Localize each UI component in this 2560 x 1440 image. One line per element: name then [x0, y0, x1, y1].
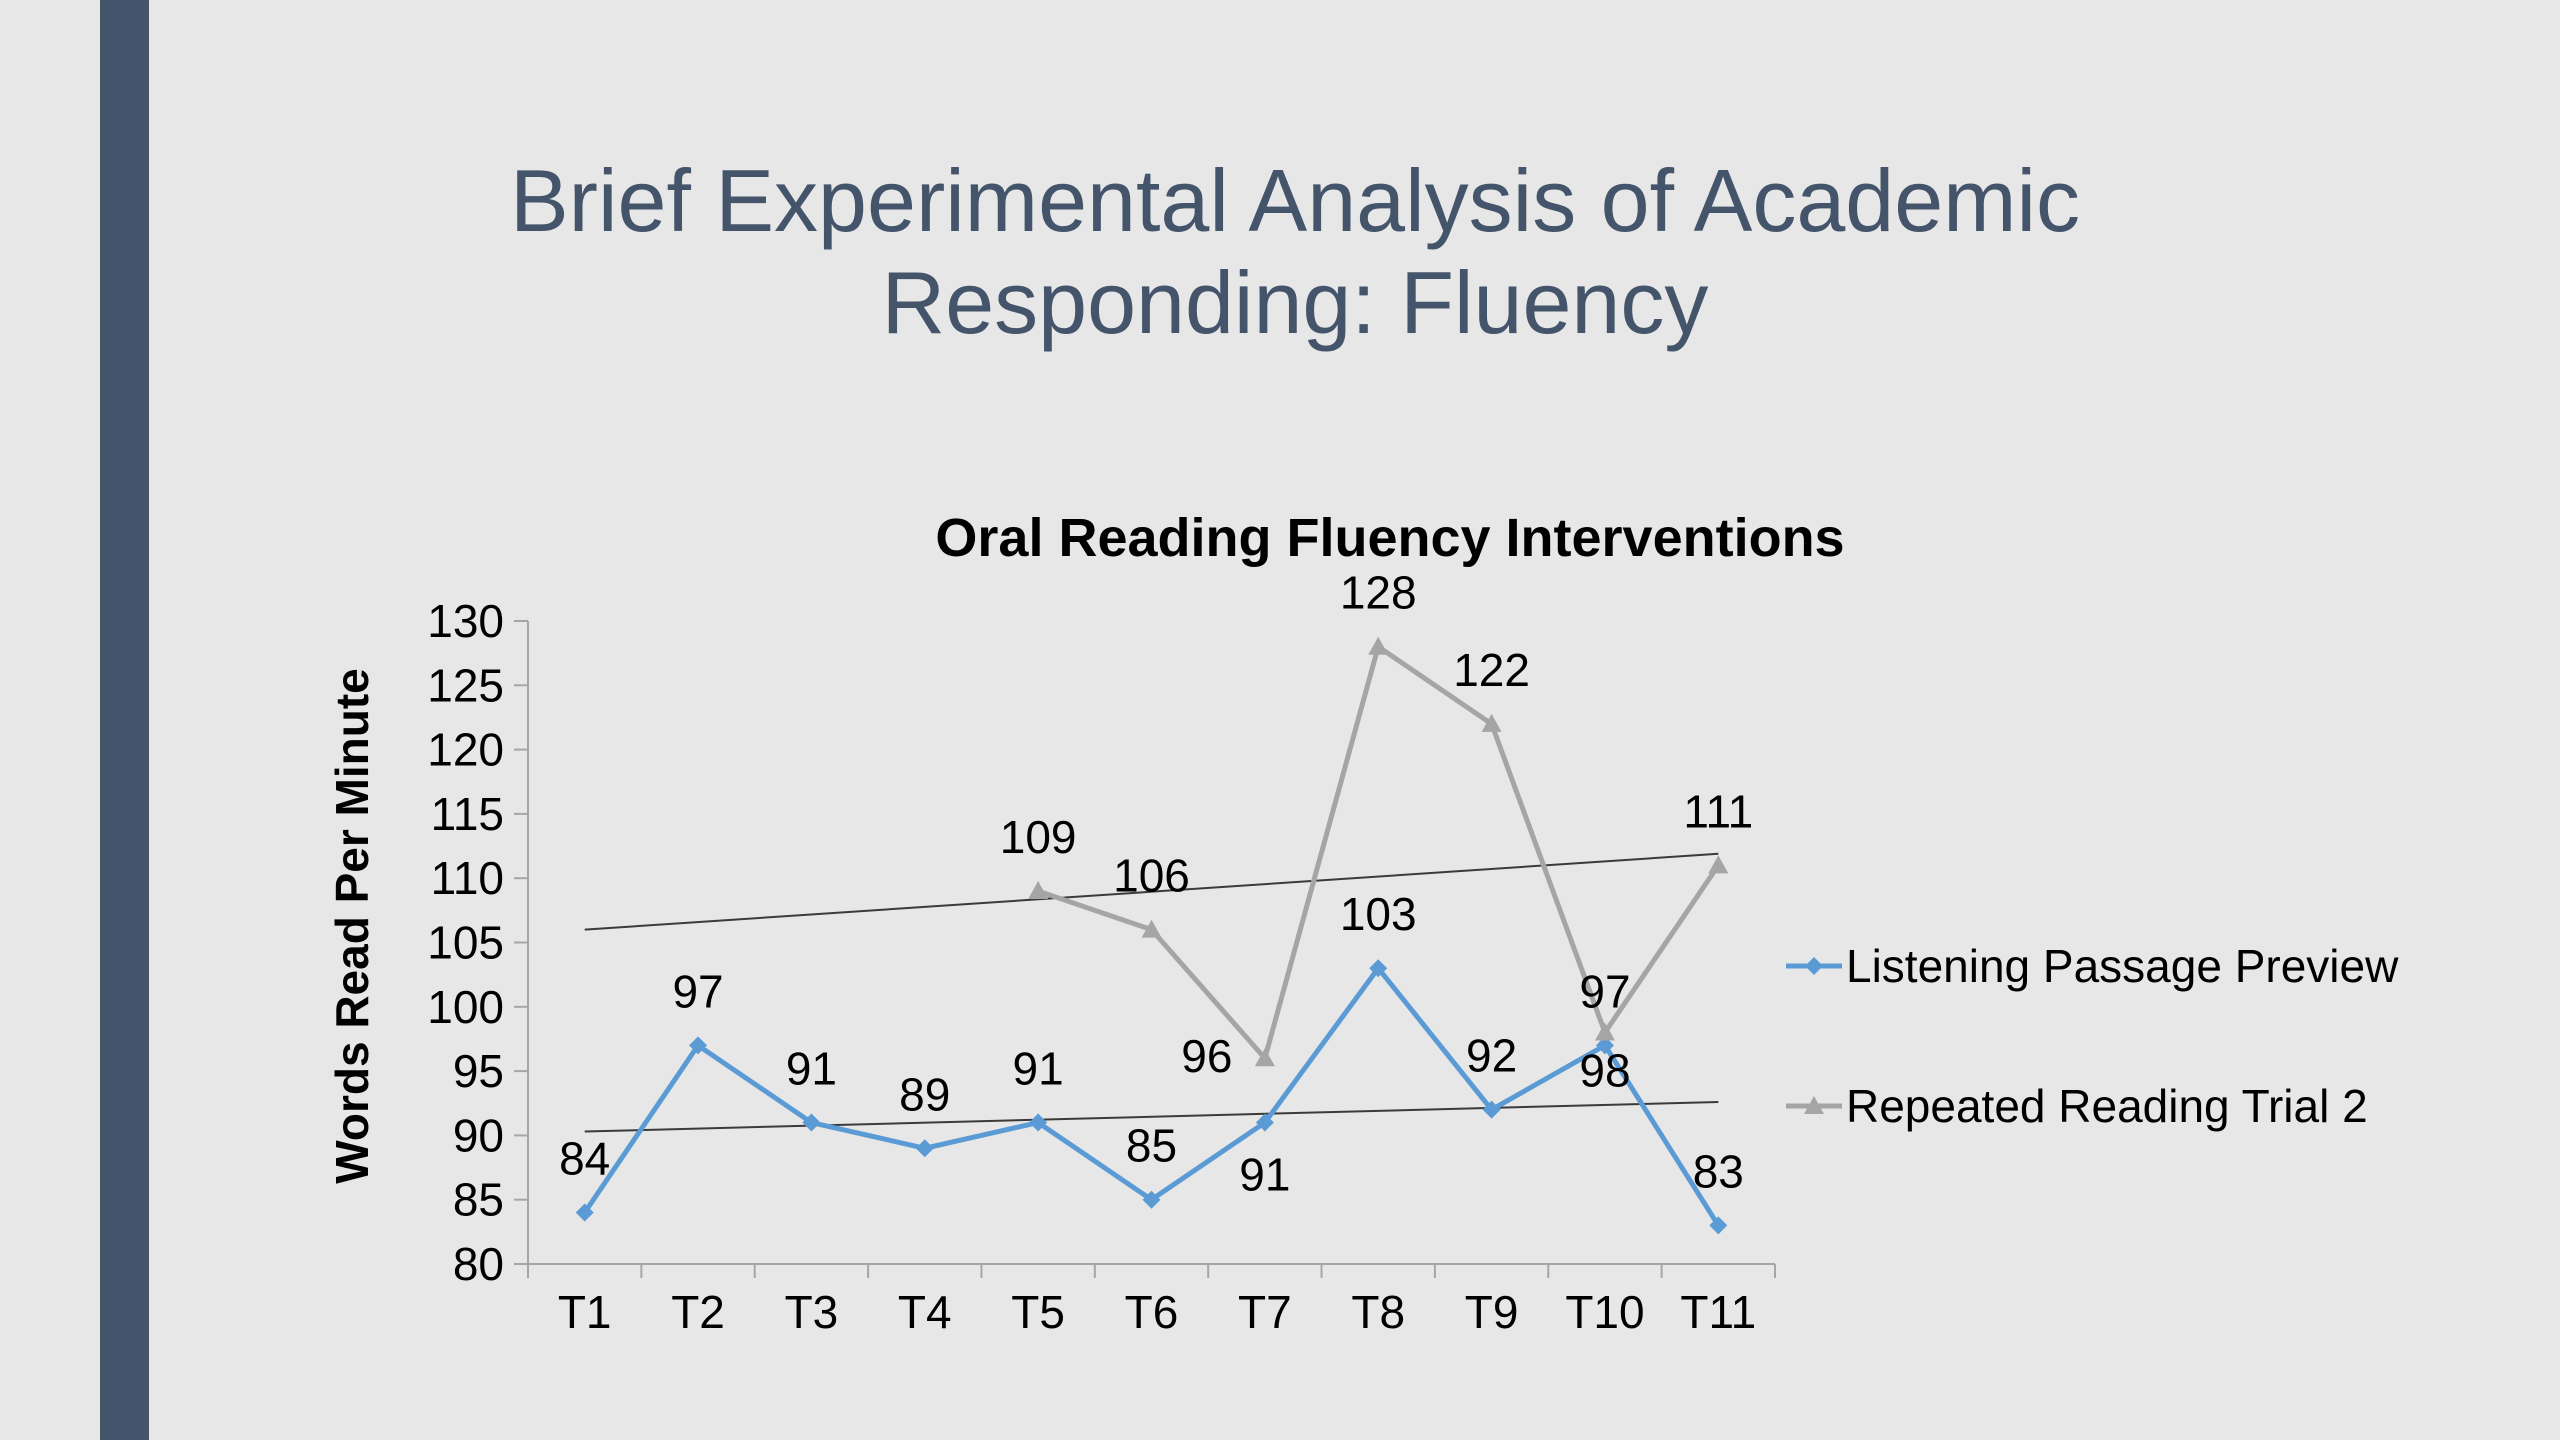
legend-marker: [1805, 957, 1823, 975]
trendline: [584, 852, 1719, 931]
data-label: 128: [1340, 567, 1417, 619]
y-tick-label: 130: [427, 595, 504, 647]
axes: 80 85 90 95 100 105 110 115 120 125 130 T1 T2 T3 T4 T5 T…: [427, 595, 1776, 1338]
trendlines: [584, 852, 1719, 1133]
x-tick-label: T1: [558, 1286, 612, 1338]
x-tick-label: T6: [1125, 1286, 1179, 1338]
y-tick-label: 95: [453, 1045, 504, 1097]
data-label: 97: [1579, 965, 1630, 1017]
data-point: [689, 1036, 708, 1055]
chart-title: Oral Reading Fluency Interventions: [935, 508, 1844, 568]
data-label: 83: [1693, 1145, 1744, 1197]
accent-bar: [100, 0, 149, 1440]
data-point: [1368, 636, 1389, 655]
data-label: 122: [1453, 644, 1530, 696]
data-point: [1595, 1036, 1614, 1055]
x-tick-label: T11: [1680, 1286, 1756, 1338]
legend-label: Listening Passage Preview: [1846, 940, 2399, 992]
data-label: 106: [1113, 850, 1190, 902]
slide-title-line-1: Brief Experimental Analysis of Academic: [509, 151, 2081, 250]
y-tick-label: 85: [453, 1174, 504, 1226]
data-labels: 84 97 91 89 91 85 91 103 92 97 83 109 106 96 128 122 98 1…: [559, 567, 1753, 1201]
slide-title-line-2: Responding: Fluency: [881, 253, 1709, 352]
legend-label: Repeated Reading Trial 2: [1846, 1080, 2368, 1132]
data-point: [1141, 919, 1162, 938]
data-label: 91: [1013, 1043, 1064, 1095]
data-point: [915, 1139, 934, 1158]
data-point: [1028, 881, 1049, 900]
y-tick-label: 90: [453, 1109, 504, 1161]
x-tick-label: T5: [1011, 1286, 1065, 1338]
x-tick-label: T8: [1351, 1286, 1405, 1338]
data-label: 89: [899, 1068, 950, 1120]
data-point: [1142, 1190, 1161, 1209]
series-line: [582, 965, 1721, 1227]
data-point: [1594, 1022, 1615, 1041]
data-point: [1369, 959, 1388, 978]
data-label: 97: [672, 965, 723, 1017]
legend-marker: [1804, 1096, 1824, 1114]
data-label: 92: [1466, 1030, 1517, 1082]
data-point: [1481, 713, 1502, 732]
y-tick-label: 125: [427, 659, 504, 711]
data-markers: [575, 636, 1729, 1235]
data-point: [575, 1203, 594, 1222]
data-label: 84: [559, 1133, 610, 1185]
data-point: [1254, 1048, 1275, 1067]
x-tick-label: T2: [671, 1286, 725, 1338]
slide-title: Brief Experimental Analysis of Academic …: [300, 150, 2290, 354]
y-tick-label: 100: [427, 981, 504, 1033]
x-tick-label: T9: [1465, 1286, 1519, 1338]
y-tick-label: 105: [427, 917, 504, 969]
data-label: 91: [786, 1043, 837, 1095]
x-tick-label: T4: [898, 1286, 952, 1338]
y-tick-label: 115: [431, 788, 504, 840]
data-label: 109: [1000, 811, 1077, 863]
data-label: 111: [1683, 785, 1753, 837]
data-point: [1709, 1216, 1728, 1235]
data-point: [1255, 1113, 1274, 1132]
data-label: 91: [1239, 1149, 1290, 1201]
trendline: [584, 1100, 1719, 1133]
data-point: [1708, 855, 1729, 874]
y-axis-title: Words Read Per Minute: [326, 668, 378, 1183]
data-label: 85: [1126, 1120, 1177, 1172]
data-point: [1482, 1100, 1501, 1119]
data-label: 98: [1579, 1045, 1630, 1097]
data-point: [1029, 1113, 1048, 1132]
legend: Listening Passage Preview Repeated Readin…: [1786, 940, 2399, 1132]
y-tick-label: 80: [453, 1238, 504, 1290]
data-label: 103: [1340, 888, 1417, 940]
data-label: 96: [1181, 1030, 1232, 1082]
x-tick-label: T3: [785, 1286, 839, 1338]
y-tick-label: 120: [427, 724, 504, 776]
y-tick-label: 110: [431, 852, 504, 904]
x-tick-label: T10: [1565, 1286, 1644, 1338]
x-tick-label: T7: [1238, 1286, 1292, 1338]
data-point: [802, 1113, 821, 1132]
